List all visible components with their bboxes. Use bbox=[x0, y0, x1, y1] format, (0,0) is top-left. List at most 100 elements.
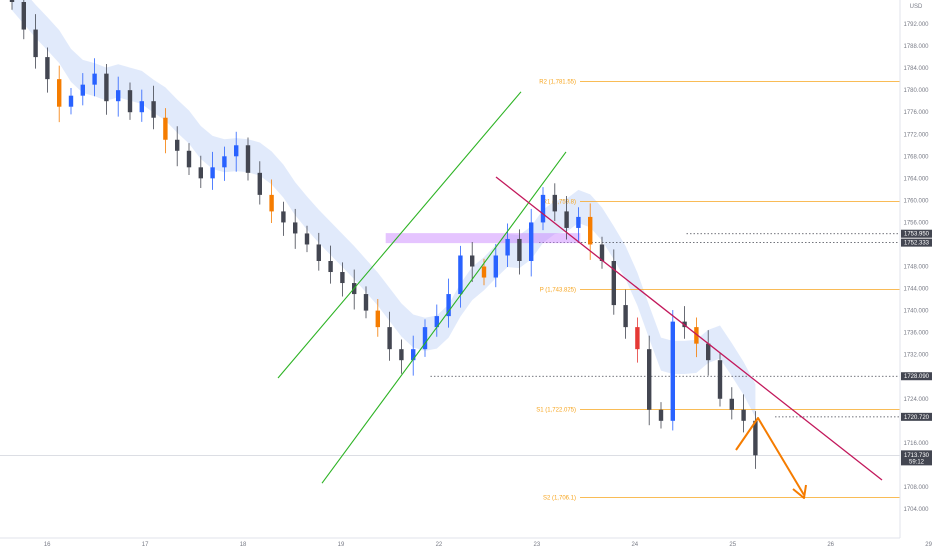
candle-body bbox=[304, 233, 310, 245]
candle-body bbox=[753, 420, 758, 456]
candle-body bbox=[269, 194, 274, 212]
candle-body bbox=[458, 255, 463, 295]
candle-body bbox=[564, 211, 569, 228]
candle-body bbox=[68, 95, 74, 107]
pivot-label: P (1,743.825) bbox=[540, 288, 576, 294]
candle-body bbox=[257, 172, 262, 195]
candle-body bbox=[434, 316, 439, 328]
candle-body bbox=[729, 398, 734, 410]
y-tick-label: 1784.000 bbox=[903, 66, 929, 72]
y-tick-label: 1792.000 bbox=[903, 22, 929, 28]
candle-body bbox=[411, 349, 416, 361]
candle-body bbox=[540, 194, 546, 223]
candle-body bbox=[387, 327, 392, 350]
candle-body bbox=[588, 216, 593, 245]
candle-body bbox=[611, 261, 616, 306]
current-price-label: 1713.730 bbox=[904, 453, 930, 459]
y-tick-label: 1776.000 bbox=[903, 110, 929, 116]
x-tick-label: 24 bbox=[631, 542, 638, 548]
candle-body bbox=[446, 294, 451, 317]
candle-body bbox=[127, 90, 133, 113]
candle-body bbox=[647, 349, 652, 410]
candle-body bbox=[529, 222, 534, 261]
y-tick-label: 1760.000 bbox=[903, 198, 929, 204]
candle-body bbox=[316, 244, 321, 261]
candle-body bbox=[635, 327, 640, 350]
candle-body bbox=[222, 156, 227, 168]
candle-body bbox=[21, 2, 26, 30]
channel-upper-line bbox=[277, 91, 522, 379]
pivot-label: S1 (1,722.075) bbox=[536, 407, 576, 413]
y-tick-label: 1756.000 bbox=[903, 220, 929, 226]
candle-body bbox=[45, 57, 50, 80]
candle-body bbox=[9, 0, 15, 3]
y-tick-label: 1780.000 bbox=[903, 88, 929, 94]
pivot-layer: R3 (1,797.525)R2 (1,781.55)R1 (1,759.8)P… bbox=[536, 80, 900, 501]
y-tick-label: 1764.000 bbox=[903, 176, 929, 182]
x-tick-label: 16 bbox=[44, 542, 51, 548]
current-price-tag bbox=[901, 450, 932, 466]
pivot-label: R1 (1,759.8) bbox=[543, 199, 576, 205]
candle-body bbox=[599, 244, 605, 261]
drawing-layer bbox=[277, 91, 883, 499]
candle-body bbox=[186, 150, 192, 168]
x-tick-label: 22 bbox=[436, 542, 443, 548]
candle-body bbox=[552, 194, 557, 212]
candle-body bbox=[399, 349, 404, 361]
candle-body bbox=[422, 327, 428, 350]
price-tag bbox=[901, 229, 932, 238]
candle-body bbox=[281, 211, 286, 223]
y-tick-label: 1772.000 bbox=[903, 132, 929, 138]
candle-body bbox=[139, 101, 144, 113]
level-layer bbox=[0, 233, 900, 456]
x-tick-label: 23 bbox=[534, 542, 541, 548]
currency-label: USD bbox=[910, 4, 923, 10]
candle-body bbox=[493, 255, 498, 278]
y-tick-label: 1724.000 bbox=[903, 397, 929, 403]
price-tag bbox=[901, 412, 932, 421]
candle-body bbox=[517, 238, 522, 261]
descending-trendline bbox=[495, 176, 883, 481]
x-tick-label: 18 bbox=[240, 542, 247, 548]
candle-body bbox=[210, 167, 215, 179]
candle-body bbox=[375, 310, 380, 328]
candle-body bbox=[104, 73, 109, 102]
y-tick-label: 1708.000 bbox=[903, 485, 929, 491]
projection-path bbox=[735, 417, 805, 496]
candle-body bbox=[175, 139, 180, 151]
candle-body bbox=[293, 222, 298, 234]
candle-body bbox=[92, 73, 97, 85]
candle-body bbox=[340, 272, 345, 284]
candle-body bbox=[658, 409, 664, 421]
x-tick-label: 25 bbox=[729, 542, 736, 548]
y-tick-label: 1768.000 bbox=[903, 154, 929, 160]
candle-body bbox=[505, 238, 510, 256]
candle-body bbox=[741, 409, 746, 421]
price-tag bbox=[901, 372, 932, 381]
candle-body bbox=[328, 261, 333, 273]
y-tick-label: 1788.000 bbox=[903, 44, 929, 50]
countdown-label: 59:12 bbox=[909, 459, 925, 465]
y-tick-label: 1748.000 bbox=[903, 265, 929, 271]
candle-body bbox=[670, 321, 675, 421]
price-tag-label: 1728.090 bbox=[904, 374, 930, 380]
candle-body bbox=[80, 84, 85, 96]
pivot-label: S2 (1,706.1) bbox=[543, 495, 576, 501]
y-tick-label: 1704.000 bbox=[903, 507, 929, 513]
candle-body bbox=[198, 167, 203, 179]
price-tag bbox=[901, 238, 932, 247]
candle-body bbox=[576, 216, 581, 228]
candle-body bbox=[694, 327, 699, 344]
x-tick-label: 17 bbox=[142, 542, 149, 548]
candle-body bbox=[234, 145, 239, 157]
y-axis-panel bbox=[900, 0, 932, 550]
y-tick-label: 1740.000 bbox=[903, 309, 929, 315]
candle-body bbox=[481, 266, 487, 278]
candle-body bbox=[163, 117, 168, 140]
price-tag-label: 1753.950 bbox=[904, 232, 930, 238]
pivot-label: R2 (1,781.55) bbox=[539, 80, 576, 86]
candle-body bbox=[151, 101, 156, 118]
candle-body bbox=[363, 294, 369, 311]
